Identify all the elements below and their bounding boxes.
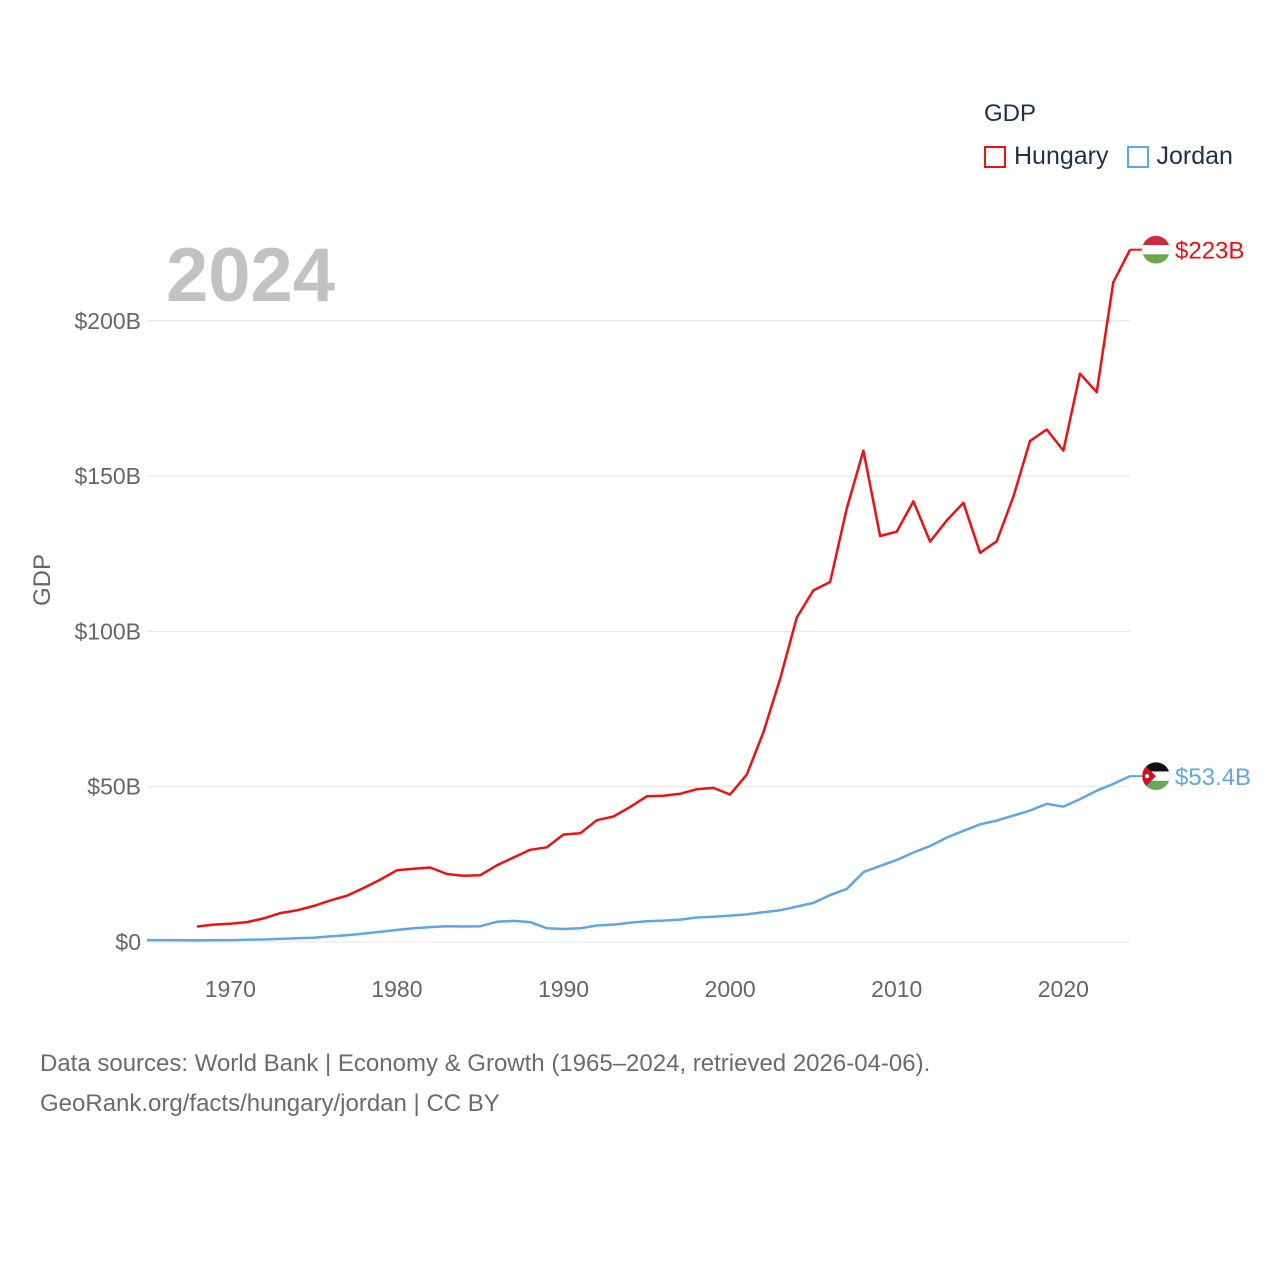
- x-tick-label: 2000: [705, 976, 756, 1002]
- legend: Hungary Jordan: [984, 142, 1251, 171]
- legend-title: GDP: [984, 100, 1037, 127]
- x-tick-label: 1980: [371, 976, 422, 1002]
- series-line-hungary[interactable]: [196, 249, 1132, 928]
- y-tick-label: $100B: [74, 618, 141, 644]
- x-tick-label: 1990: [538, 976, 589, 1002]
- flag-stripe-red: [1142, 235, 1170, 246]
- legend-item-hungary[interactable]: Hungary: [984, 142, 1109, 171]
- legend-swatch-jordan: [1126, 145, 1149, 168]
- series-end-markers: $223B $53.4B: [1130, 235, 1251, 791]
- legend-label-hungary: Hungary: [1014, 142, 1109, 170]
- series-line-jordan[interactable]: [147, 774, 1131, 942]
- flag-stripe-green: [1142, 254, 1170, 264]
- flag-body: [1142, 762, 1170, 791]
- footer-sources: Data sources: World Bank | Economy & Gro…: [40, 1050, 931, 1077]
- end-value-label-hungary: $223B: [1175, 238, 1244, 265]
- flag-star: [1145, 774, 1149, 779]
- flag-outline: [1141, 761, 1171, 791]
- y-tick-label: $200B: [74, 308, 141, 334]
- x-tick-label: 2020: [1038, 976, 1089, 1002]
- x-tick-label: 1970: [205, 976, 256, 1002]
- legend-item-jordan[interactable]: Jordan: [1126, 142, 1233, 171]
- flag-body: [1142, 235, 1170, 264]
- y-tick-label: $0: [115, 929, 141, 955]
- x-tick-label: 2010: [871, 976, 922, 1002]
- hungary-flag-icon: [1141, 235, 1171, 264]
- legend-swatch-hungary: [984, 145, 1006, 168]
- grid-lines: [147, 320, 1130, 943]
- x-axis-ticks: 1970 1980 1990 2000 2010 2020: [205, 976, 1089, 1002]
- flag-stripe-white: [1142, 245, 1170, 255]
- y-axis-title: GDP: [29, 554, 56, 606]
- flag-stripe-white: [1142, 771, 1170, 781]
- jordan-flag-icon: [1141, 761, 1171, 791]
- series-lines[interactable]: [147, 249, 1132, 942]
- end-value-label-jordan: $53.4B: [1175, 764, 1251, 791]
- footer-attribution[interactable]: GeoRank.org/facts/hungary/jordan | CC BY: [40, 1090, 500, 1117]
- flag-outline: [1141, 235, 1171, 264]
- footer: Data sources: World Bank | Economy & Gro…: [40, 1044, 930, 1124]
- flag-stripe-black: [1142, 762, 1170, 772]
- legend-label-jordan: Jordan: [1156, 142, 1233, 170]
- current-year-label: 2024: [166, 233, 336, 318]
- flag-stripe-green: [1142, 780, 1170, 791]
- y-tick-label: $150B: [74, 463, 141, 489]
- y-tick-label: $50B: [87, 774, 141, 800]
- y-axis-ticks: $0 $50B $100B $150B $200B: [74, 308, 141, 955]
